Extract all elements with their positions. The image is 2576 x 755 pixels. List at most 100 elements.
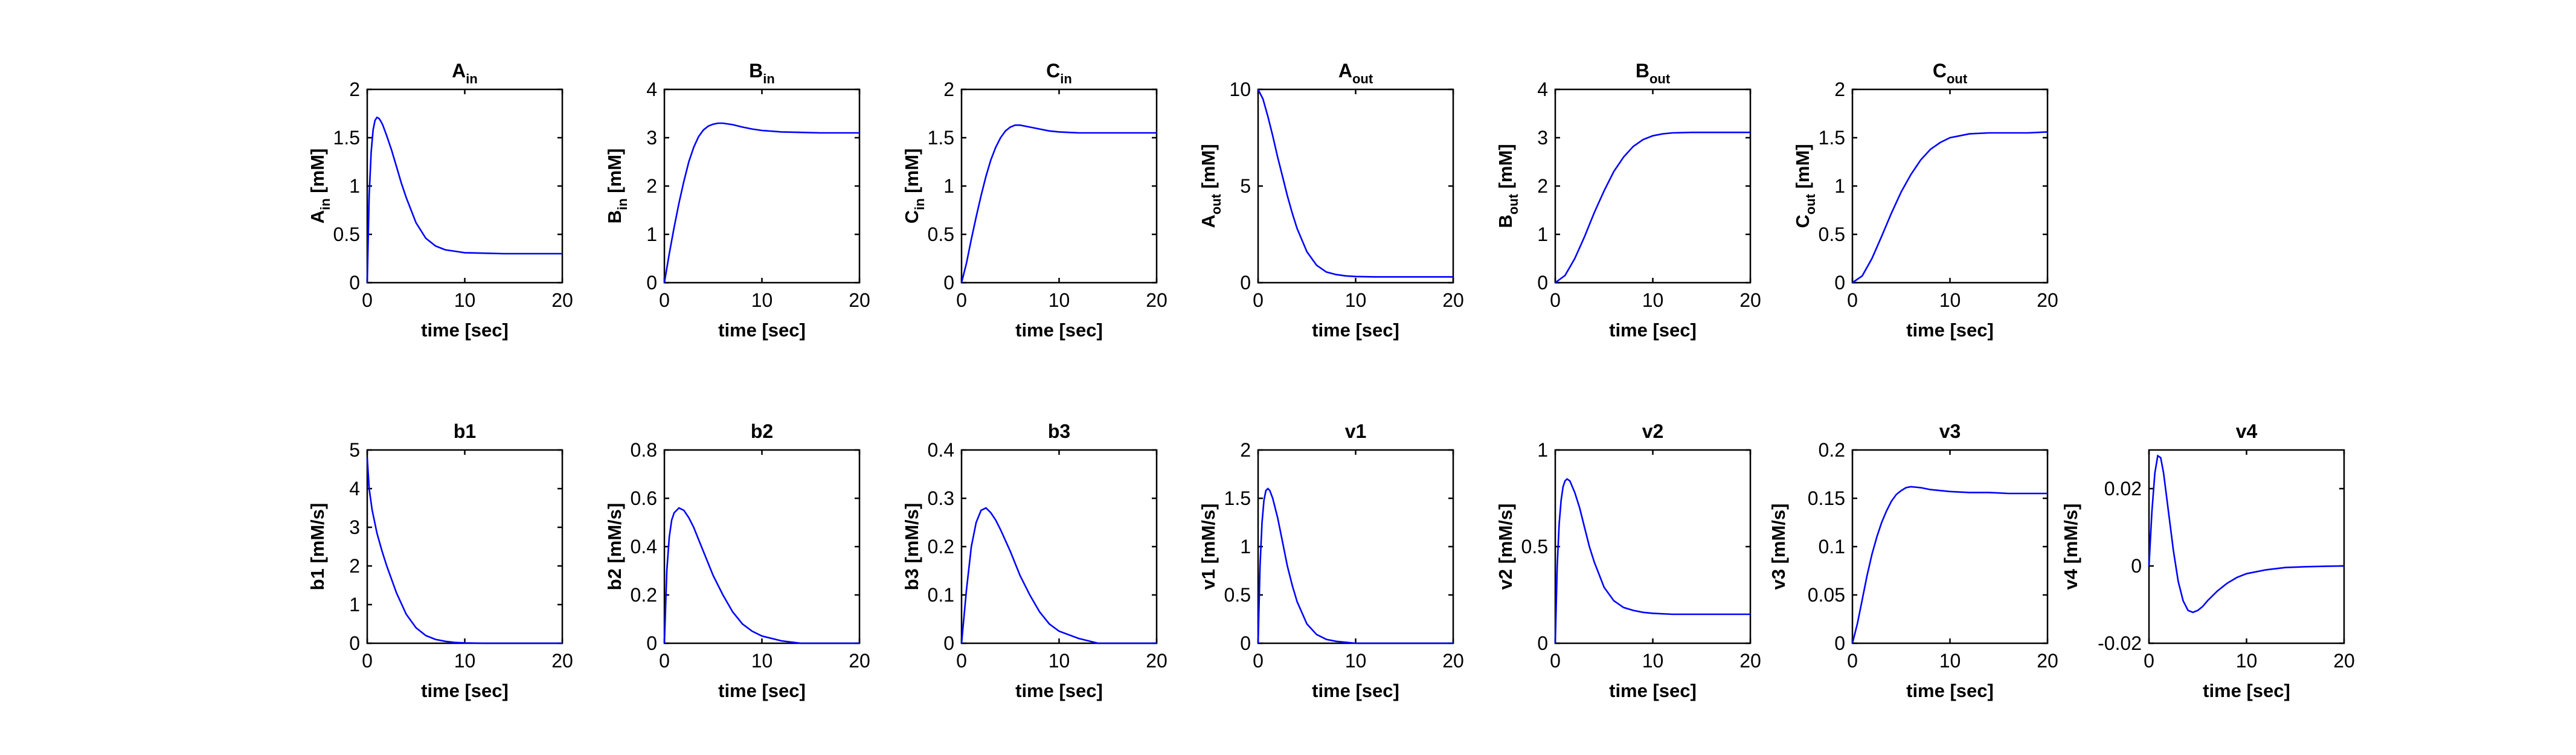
y-axis-label: b2 [mM/s] [604,503,625,591]
x-axis-label: time [sec] [421,680,509,701]
x-axis-label: time [sec] [1609,680,1697,701]
y-axis-label-main: A [307,210,328,223]
y-tick-label: 0 [646,272,657,294]
y-axis-label: Cin [mM] [901,149,927,224]
y-tick-label: 0 [1537,632,1548,654]
y-axis-label-main: B [1495,214,1516,228]
y-tick-label: 4 [1537,79,1548,100]
series-line [2148,454,2345,614]
axes-box [663,449,861,644]
x-axis-label: time [sec] [718,320,806,341]
x-axis-label: time [sec] [1906,320,1994,341]
y-tick-label: 2 [1537,175,1548,197]
subplot-title: v1 [1345,420,1367,442]
y-axis-label-main: v4 [2060,568,2081,590]
x-axis-label: time [sec] [2203,680,2290,701]
x-tick-label: 20 [1146,289,1168,311]
subplot-title-main: A [1338,60,1352,82]
x-tick-label: 20 [2037,650,2058,672]
subplot-title-subscript: out [1947,71,1968,86]
subplot-title: Aout [1338,60,1373,86]
x-tick-label: 0 [1550,650,1561,672]
x-tick-label: 0 [1253,650,1264,672]
y-tick-label: 0.02 [2104,478,2142,500]
y-axis-label-subscript: in [318,198,333,210]
y-tick-label: 3 [646,127,657,149]
y-tick-label: 0 [2131,555,2142,577]
subplot-title-subscript: in [763,71,775,86]
y-tick-label: 0.4 [631,536,657,557]
y-tick-label: 0.1 [1819,536,1845,557]
y-axis-label-unit: [mM/s] [1495,504,1516,570]
subplot-title-main: B [1636,60,1649,82]
y-tick-label: 0.2 [928,536,954,557]
subplot-title: b1 [454,420,476,442]
x-tick-label: 10 [751,289,773,311]
x-axis-label: time [sec] [1312,320,1399,341]
subplot-title: Bin [749,60,775,86]
series-line [663,122,859,283]
y-tick-label: 0 [943,272,954,294]
series-line [1257,89,1453,278]
y-tick-label: 1 [349,175,360,197]
x-tick-label: 20 [551,650,573,672]
y-axis-label-subscript: out [1506,193,1521,214]
x-axis-label: time [sec] [1015,680,1103,701]
y-tick-label: 0.1 [928,584,954,606]
series-line [1852,131,2048,284]
y-tick-label: 4 [646,79,657,100]
y-axis-label-unit: [mM/s] [307,503,328,569]
y-tick-label: 0.6 [631,487,657,509]
y-axis-label-main: C [1792,214,1813,228]
axes-box [366,449,564,644]
y-tick-label: 0.8 [631,439,657,461]
y-tick-label: 1 [646,223,657,245]
y-axis-label-unit: [mM] [1792,144,1813,194]
y-axis-label-subscript: out [1803,193,1818,214]
x-tick-label: 0 [1550,289,1561,311]
subplot-title: v3 [1939,420,1961,442]
y-axis-label-main: v3 [1768,569,1789,590]
y-axis-label: v3 [mM/s] [1768,504,1789,590]
x-tick-label: 20 [551,289,573,311]
x-tick-label: 0 [362,650,373,672]
x-axis-label: time [sec] [1906,680,1994,701]
x-tick-label: 20 [1442,650,1464,672]
axes-box [1851,449,2049,644]
y-tick-label: -0.02 [2098,632,2142,654]
x-tick-label: 10 [2236,650,2258,672]
subplot-title-main: v4 [2236,420,2258,442]
y-tick-label: 1.5 [333,127,360,149]
x-axis-label: time [sec] [421,320,509,341]
x-tick-label: 10 [454,650,476,672]
y-tick-label: 0.2 [631,584,657,606]
y-tick-label: 2 [943,79,954,100]
x-tick-label: 0 [956,289,967,311]
y-axis-label-unit: [mM/s] [1768,504,1789,570]
y-axis-label: v4 [mM/s] [2060,504,2081,590]
y-tick-label: 0.5 [1521,536,1548,557]
y-axis-label-unit: [mM/s] [1198,504,1219,570]
axes-box [663,88,861,284]
y-tick-label: 0 [1834,632,1845,654]
x-tick-label: 20 [1739,289,1761,311]
y-axis-label-unit: [mM/s] [901,503,922,569]
x-tick-label: 20 [2333,650,2355,672]
x-tick-label: 10 [1642,289,1664,311]
axes-box [960,449,1158,644]
subplot-title-subscript: out [1352,71,1373,86]
x-tick-label: 10 [1642,650,1664,672]
series-line [1554,478,1750,644]
subplot-title: Cin [1046,60,1072,86]
x-tick-label: 0 [659,289,670,311]
y-axis-label-unit: [mM] [1198,144,1219,194]
y-tick-label: 0 [1834,272,1845,294]
x-tick-label: 10 [1049,650,1070,672]
x-tick-label: 20 [1739,650,1761,672]
series-line [366,457,562,644]
subplot-title-main: A [452,60,466,82]
